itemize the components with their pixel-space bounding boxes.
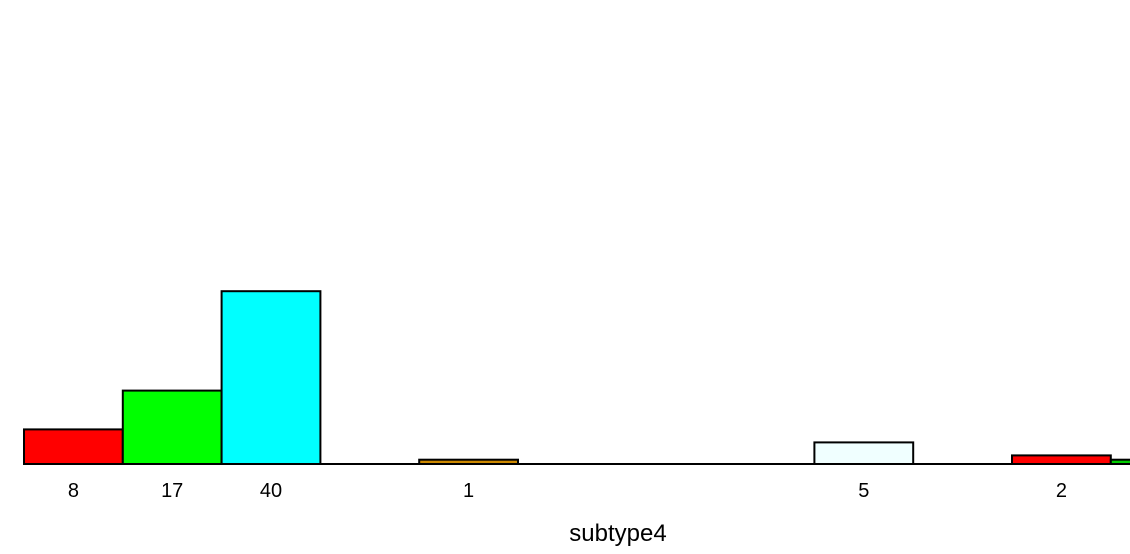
bar-3 bbox=[220, 290, 322, 466]
bar-label-11: 2 bbox=[1056, 480, 1067, 502]
bar-label-3: 40 bbox=[260, 480, 282, 502]
bars-group bbox=[23, 290, 1130, 466]
bar-label-2: 17 bbox=[161, 480, 183, 502]
bar-label-1: 8 bbox=[68, 480, 79, 502]
bar-label-5: 1 bbox=[463, 480, 474, 502]
bar-12 bbox=[1109, 458, 1130, 466]
bar-9 bbox=[813, 441, 915, 465]
bar-11 bbox=[1011, 454, 1112, 465]
bar-1 bbox=[23, 428, 124, 465]
bar-2 bbox=[121, 389, 223, 466]
bar-label-9: 5 bbox=[858, 480, 869, 502]
x-axis-title: subtype4 bbox=[569, 520, 666, 547]
tick-labels-group: 8 17 40 1 5 2 bbox=[68, 480, 1067, 502]
